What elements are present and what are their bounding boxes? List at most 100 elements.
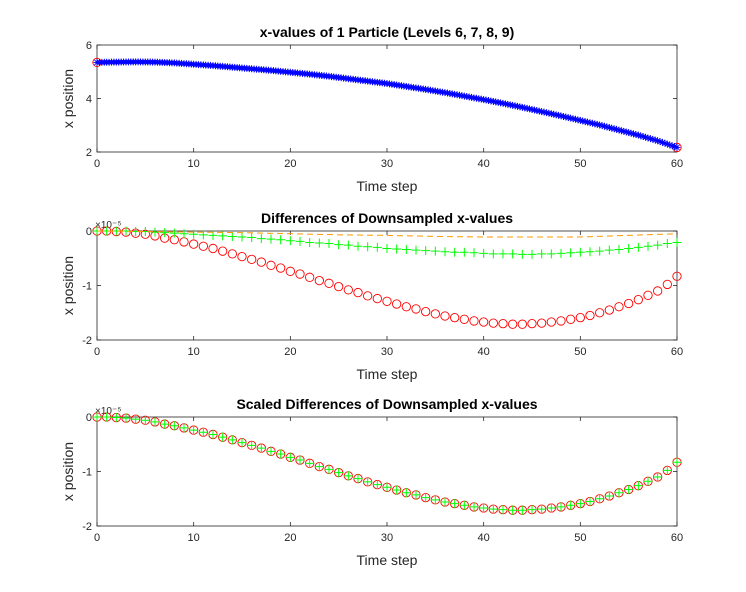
chart-title: x-values of 1 Particle (Levels 6, 7, 8, …: [260, 24, 514, 40]
data-point-circle: [189, 239, 199, 249]
data-point-asterisk: [659, 138, 666, 146]
chart-panel-1: 0 10 20 30 40 50 60 2 4 6 x-values of 1 Particle (…: [60, 24, 683, 194]
data-point-asterisk: [485, 97, 492, 105]
data-point-plus: [440, 497, 450, 507]
chart-panel-3: 0 10 20 30 40 50 60 -2 -1 0 Scaled Differences of …: [60, 396, 683, 568]
data-point-circle: [372, 293, 382, 304]
data-point-asterisk: [579, 117, 587, 125]
series-2: [92, 412, 682, 515]
data-point-plus: [392, 485, 402, 495]
data-point-plus: [401, 245, 411, 255]
data-point-plus: [247, 233, 257, 243]
data-point-plus: [546, 249, 556, 259]
data-point-asterisk: [632, 131, 640, 139]
x-tick-label: 20: [284, 158, 296, 170]
data-point-asterisk: [673, 143, 681, 151]
data-point-plus: [179, 229, 189, 239]
data-point-plus: [633, 242, 643, 252]
data-point-asterisk: [644, 134, 652, 142]
data-point-asterisk: [649, 135, 657, 143]
data-point-circle: [575, 313, 585, 323]
data-point-plus: [450, 499, 460, 509]
data-point-circle: [459, 314, 469, 324]
data-point-asterisk: [521, 104, 529, 112]
data-point-plus: [140, 415, 150, 425]
data-point-asterisk: [661, 139, 669, 147]
data-point-plus: [218, 432, 228, 442]
data-point-asterisk: [555, 111, 563, 119]
data-point-asterisk: [530, 106, 538, 114]
data-point-plus: [498, 505, 508, 515]
data-point-plus: [653, 472, 663, 482]
data-point-plus: [169, 228, 179, 238]
data-point-plus: [537, 249, 547, 259]
data-point-asterisk: [511, 102, 519, 110]
data-point-asterisk: [533, 107, 541, 115]
y-tick-label: 4: [86, 94, 92, 106]
x-axis-label: Time step: [357, 178, 418, 194]
data-point-circle: [595, 308, 605, 318]
data-point-asterisk: [646, 135, 654, 143]
chart-title: Differences of Downsampled x-values: [261, 210, 513, 226]
data-point-circle: [227, 249, 237, 259]
data-point-plus: [440, 247, 450, 257]
data-point-plus: [604, 245, 614, 255]
data-point-asterisk: [627, 129, 635, 137]
data-point-asterisk: [564, 114, 572, 122]
data-point-asterisk: [576, 116, 584, 124]
data-point-circle: [517, 319, 527, 329]
series-2: [92, 226, 682, 259]
data-point-circle: [527, 318, 537, 329]
data-point-plus: [556, 248, 566, 258]
data-point-plus: [198, 427, 208, 437]
data-point-plus: [595, 246, 605, 256]
data-point-asterisk: [572, 115, 579, 123]
data-point-asterisk: [584, 118, 592, 126]
data-point-plus: [314, 238, 324, 248]
data-point-circle: [353, 287, 363, 298]
data-point-plus: [169, 421, 179, 431]
data-point-asterisk: [574, 116, 582, 124]
data-point-asterisk: [509, 101, 517, 109]
data-point-plus: [363, 242, 373, 252]
data-point-plus: [508, 249, 518, 259]
data-point-plus: [285, 452, 295, 462]
data-point-circle: [382, 296, 392, 306]
data-point-plus: [160, 228, 170, 238]
axis-exponent: ×10⁻⁵: [95, 220, 121, 231]
data-point-plus: [662, 239, 672, 249]
data-point-circle: [305, 272, 315, 282]
data-point-plus: [305, 237, 315, 247]
data-point-circle: [421, 307, 431, 317]
data-point-plus: [566, 500, 576, 510]
data-point-circle: [537, 318, 547, 328]
x-tick-label: 20: [284, 346, 296, 358]
data-point-plus: [411, 490, 421, 500]
data-point-plus: [488, 504, 498, 514]
data-point-asterisk: [625, 129, 633, 137]
x-tick-label: 40: [478, 532, 490, 544]
data-point-circle: [633, 295, 643, 305]
data-point-asterisk: [620, 127, 628, 135]
data-point-asterisk: [528, 105, 536, 113]
data-point-asterisk: [538, 108, 546, 116]
data-point-asterisk: [608, 124, 616, 132]
data-point-circle: [469, 316, 479, 326]
data-point-asterisk: [666, 141, 674, 149]
data-point-plus: [266, 234, 276, 244]
data-point-circle: [343, 285, 353, 295]
data-point-plus: [227, 231, 237, 241]
data-point-plus: [614, 488, 624, 498]
data-point-plus: [102, 412, 112, 422]
y-axis-label: x position: [60, 69, 76, 128]
data-point-plus: [479, 503, 489, 513]
x-tick-label: 50: [574, 532, 586, 544]
data-point-circle: [643, 290, 653, 300]
data-point-plus: [566, 248, 576, 258]
series-1: [92, 226, 682, 329]
y-axis-label: x position: [60, 256, 76, 315]
data-point-plus: [111, 413, 121, 423]
data-point-circle: [208, 243, 218, 254]
data-point-plus: [556, 502, 566, 512]
